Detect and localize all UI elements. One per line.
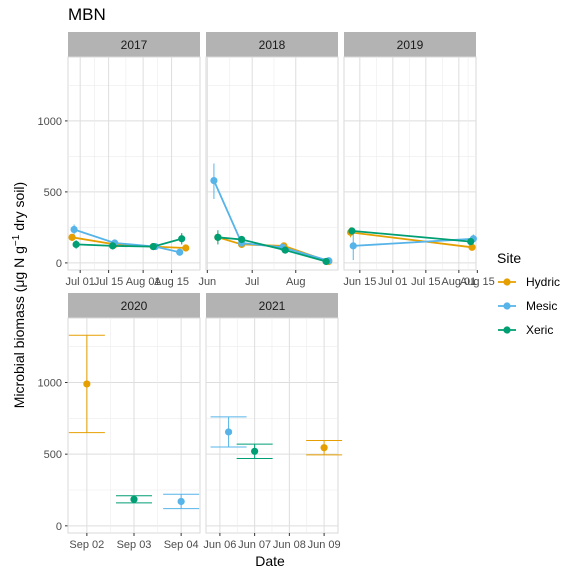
data-point-mesic bbox=[177, 497, 185, 506]
x-tick-label: Sep 03 bbox=[117, 539, 152, 551]
facet-strip-label: 2020 bbox=[121, 299, 148, 313]
series-line-xeric bbox=[351, 230, 471, 243]
data-point-hydric bbox=[320, 444, 328, 452]
chart-title: MBN bbox=[68, 5, 106, 24]
series-line-mesic bbox=[73, 228, 180, 254]
data-point-mesic bbox=[176, 248, 184, 256]
legend-label-xeric: Xeric bbox=[526, 323, 553, 337]
data-point-xeric bbox=[72, 240, 80, 249]
series-line-xeric bbox=[76, 237, 182, 248]
data-point-xeric bbox=[348, 227, 356, 235]
data-point-xeric bbox=[149, 242, 157, 251]
data-point-mesic bbox=[210, 176, 218, 185]
legend-title: Site bbox=[497, 250, 521, 266]
data-point-hydric bbox=[182, 244, 190, 252]
data-point-hydric bbox=[468, 243, 476, 251]
legend-key-point bbox=[503, 278, 511, 286]
x-tick-label: Aug 01 bbox=[126, 276, 161, 288]
y-tick-label: 500 bbox=[44, 449, 62, 461]
facet-strip bbox=[206, 293, 338, 318]
facet-strip bbox=[206, 32, 338, 57]
x-tick-label: Jun 06 bbox=[203, 539, 236, 551]
x-tick-label: Aug 15 bbox=[154, 276, 189, 288]
x-tick-label: Aug 15 bbox=[460, 276, 495, 288]
data-point-hydric bbox=[68, 233, 76, 241]
x-tick-label: Sep 04 bbox=[164, 539, 199, 551]
x-tick-label: Jul 01 bbox=[378, 276, 407, 288]
legend-key-point bbox=[503, 302, 511, 310]
x-tick-label: Jun bbox=[198, 276, 216, 288]
x-axis-title: Date bbox=[255, 553, 285, 569]
facet-strip-label: 2018 bbox=[259, 38, 286, 52]
y-tick-label: 500 bbox=[44, 187, 62, 199]
x-tick-label: Jul bbox=[245, 276, 259, 288]
series-line-xeric bbox=[217, 236, 327, 263]
x-tick-label: Aug bbox=[286, 276, 306, 288]
facet-strip bbox=[344, 32, 476, 57]
data-point-hydric bbox=[83, 380, 91, 388]
legend-key-point bbox=[503, 326, 511, 334]
facet-strip-label: 2017 bbox=[121, 38, 148, 52]
y-tick-label: 0 bbox=[56, 521, 62, 533]
data-point-xeric bbox=[467, 238, 475, 246]
panel-background bbox=[205, 56, 339, 271]
x-tick-label: Aug 01 bbox=[441, 276, 476, 288]
data-point-xeric bbox=[251, 447, 259, 455]
data-point-mesic bbox=[70, 225, 78, 234]
y-axis-title: Microbial biomass (μg N g−1 dry soil) bbox=[11, 182, 27, 408]
facet-strip-label: 2021 bbox=[259, 299, 286, 313]
data-point-xeric bbox=[214, 233, 222, 241]
data-point-xeric bbox=[130, 495, 138, 503]
data-point-mesic bbox=[349, 242, 357, 250]
facet-strip bbox=[68, 32, 200, 57]
facet-strip bbox=[68, 293, 200, 318]
x-tick-label: Jun 09 bbox=[308, 539, 341, 551]
data-point-xeric bbox=[238, 235, 246, 244]
x-tick-label: Jul 15 bbox=[411, 276, 440, 288]
facet-strip-label: 2019 bbox=[397, 38, 424, 52]
legend-label-mesic: Mesic bbox=[526, 299, 557, 313]
y-tick-label: 1000 bbox=[38, 378, 62, 390]
data-point-xeric bbox=[178, 235, 186, 243]
panel-background bbox=[343, 56, 477, 271]
x-tick-label: Jun 08 bbox=[273, 539, 306, 551]
x-tick-label: Jun 07 bbox=[238, 539, 271, 551]
x-tick-label: Jul 15 bbox=[94, 276, 123, 288]
data-point-xeric bbox=[281, 246, 289, 254]
x-tick-label: Jul 01 bbox=[66, 276, 95, 288]
y-tick-label: 1000 bbox=[38, 116, 62, 128]
data-point-xeric bbox=[322, 257, 330, 266]
data-point-mesic bbox=[224, 428, 233, 436]
legend-label-hydric: Hydric bbox=[526, 275, 560, 289]
y-tick-label: 0 bbox=[56, 258, 62, 270]
data-point-xeric bbox=[109, 242, 117, 250]
x-tick-label: Jun 15 bbox=[343, 276, 376, 288]
series-line-hydric bbox=[350, 231, 473, 249]
x-tick-label: Sep 02 bbox=[69, 539, 104, 551]
